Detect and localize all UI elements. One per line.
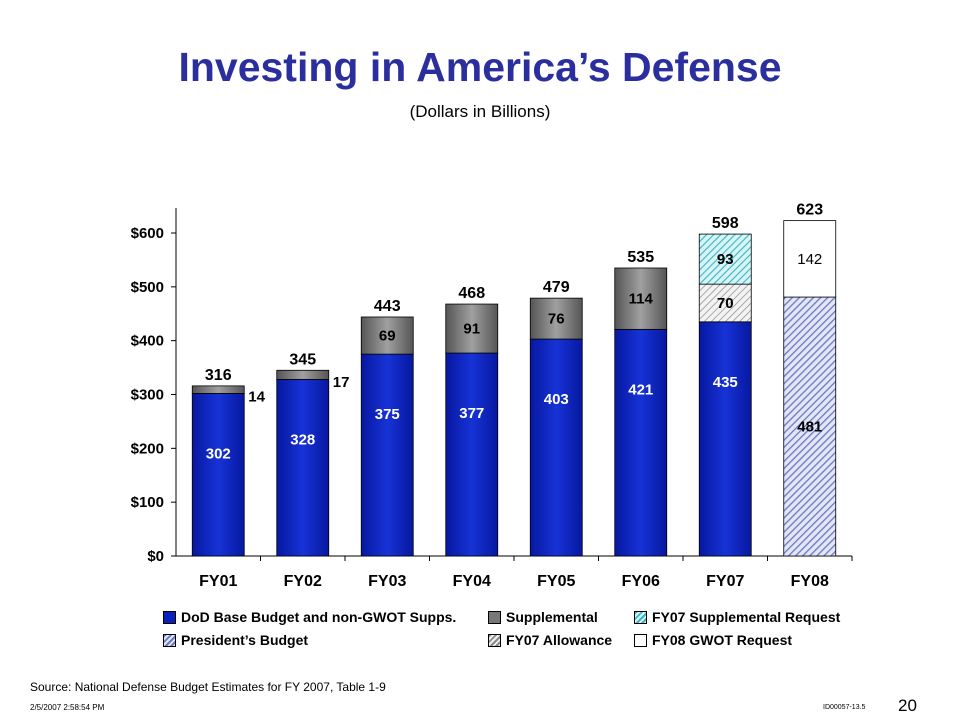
bar-segment-base	[445, 352, 499, 557]
y-tick-label: $0	[147, 548, 164, 565]
data-label-presidents_budget: 481	[797, 419, 822, 436]
bar-segment-base	[276, 379, 330, 557]
data-label-base: 328	[290, 431, 315, 448]
total-label: 443	[374, 298, 401, 315]
data-label-supplemental: 114	[629, 291, 654, 308]
x-tick-label: FY08	[791, 573, 829, 590]
x-tick-label: FY07	[706, 573, 744, 590]
data-label-base: 377	[459, 405, 484, 422]
bar-segment-base	[529, 338, 583, 557]
bar-segment-fy07_request	[698, 233, 752, 285]
x-tick-label: FY02	[284, 573, 322, 590]
timestamp: 2/5/2007 2:58:54 PM	[30, 703, 105, 712]
data-label-supplemental: 91	[463, 321, 480, 338]
slide-subtitle: (Dollars in Billions)	[409, 102, 551, 121]
total-label: 623	[796, 202, 823, 219]
y-tick-label: $500	[131, 279, 164, 296]
data-label-supplemental: 76	[548, 311, 565, 328]
y-tick-label: $100	[131, 494, 164, 511]
axes: $0 $100 $200 $300 $400 $500 $600 FY01 FY02 FY03 FY…	[131, 208, 853, 590]
data-label-base: 435	[713, 374, 738, 391]
y-tick-label: $400	[131, 333, 164, 350]
bar-segment-supplemental	[191, 385, 245, 394]
data-label-base: 375	[375, 406, 400, 423]
total-label: 316	[205, 367, 232, 384]
bar-segment-fy07_allowance	[698, 283, 752, 323]
bar-segment-base	[614, 328, 668, 557]
data-label-base: 302	[206, 445, 231, 462]
bar-segment-supplemental	[529, 297, 583, 340]
data-label-supplemental: 69	[379, 328, 396, 345]
data-label-supplemental: 14	[248, 389, 265, 406]
bar-segment-supplemental	[445, 303, 499, 354]
source-note: Source: National Defense Budget Estimate…	[30, 680, 386, 694]
bar-segment-supplemental	[360, 316, 414, 355]
data-label-base: 403	[544, 391, 569, 408]
x-tick-label: FY05	[537, 573, 575, 590]
total-label: 598	[712, 215, 739, 232]
bar-segment-base	[191, 393, 245, 557]
bar-segment-base	[360, 353, 414, 557]
bars	[191, 220, 837, 557]
data-label-fy07_request: 93	[717, 251, 734, 268]
document-id: ID00057-13.5	[823, 704, 866, 711]
data-label-supplemental: 17	[333, 374, 350, 391]
total-label: 468	[458, 285, 485, 302]
x-tick-label: FY03	[368, 573, 406, 590]
bar-segment-supplemental	[614, 267, 668, 330]
data-label-fy07_allowance: 70	[717, 295, 734, 312]
bar-segment-supplemental	[276, 369, 330, 380]
page-number: 20	[898, 696, 917, 715]
total-label: 535	[627, 249, 654, 266]
total-label: 479	[543, 279, 570, 296]
x-tick-label: FY01	[199, 573, 237, 590]
data-label-base: 421	[628, 381, 653, 398]
y-tick-label: $200	[131, 440, 164, 457]
slide-title: Investing in America’s Defense	[178, 44, 782, 90]
x-tick-label: FY04	[453, 573, 491, 590]
bar-segment-presidents_budget	[783, 296, 837, 557]
y-tick-label: $600	[131, 225, 164, 242]
total-label: 345	[289, 351, 316, 368]
x-tick-label: FY06	[622, 573, 660, 590]
y-tick-label: $300	[131, 387, 164, 404]
data-labels: 302 14 316 328 17 345 375 69 443 377 91 468 403 76 479…	[205, 202, 823, 463]
data-label-fy08_gwot: 142	[797, 251, 822, 268]
bar-segment-fy08_gwot	[783, 220, 837, 298]
bar-segment-base	[698, 321, 752, 557]
